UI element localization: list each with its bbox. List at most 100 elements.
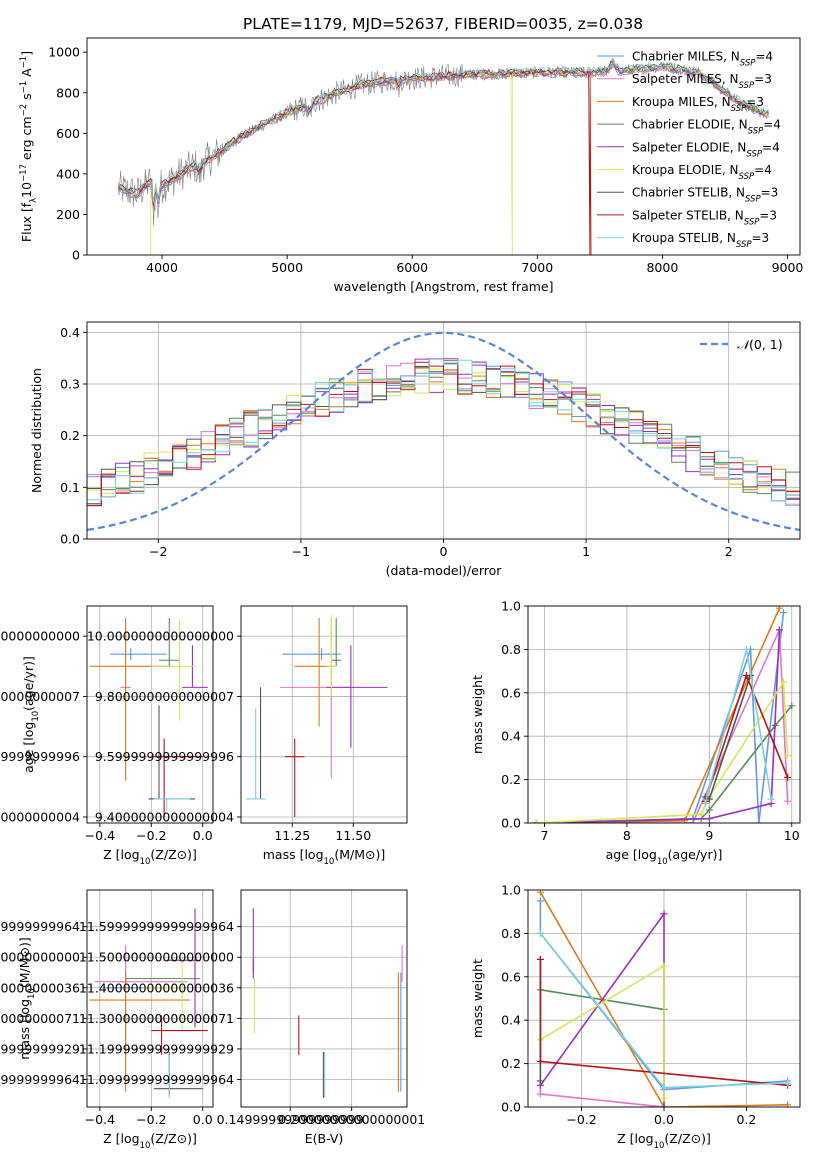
x-tick-label: 10 <box>784 828 800 843</box>
y-tick-label: 0.2 <box>501 772 521 787</box>
x-tick-label: 4000 <box>146 260 178 275</box>
panel-weight_vs_age: 7 8 9 10 0.0 0.2 0.4 0.6 0.8 1.0 age [log10(age/yr… <box>470 599 801 867</box>
legend-label: Salpeter ELODIE, NSSP=4 <box>632 140 780 159</box>
weight-marker <box>767 795 775 803</box>
x-axis-label: age [log10(age/yr)] <box>606 847 723 867</box>
x-axis-label: Z [log10(Z/Z⊙)] <box>103 847 197 867</box>
weight-marker <box>705 806 713 814</box>
y-axis-label: mass weight <box>470 959 485 1038</box>
weight-line-salpeter-elodie <box>536 629 781 823</box>
weight-marker <box>536 955 544 963</box>
y-tick-label: 1.0 <box>501 883 521 898</box>
weight-line-kroupa-miles <box>536 607 781 823</box>
y-tick-label: 0.0 <box>501 816 521 831</box>
axes-frame <box>527 605 801 824</box>
y-tick-label: 1000 <box>48 45 80 60</box>
normal-reference-curve <box>87 331 800 531</box>
y-tick-label: 0.4 <box>501 1013 521 1028</box>
y-tick-label: 0 <box>72 248 80 263</box>
weight-marker <box>784 797 792 805</box>
weight-marker <box>705 815 713 823</box>
weight-marker <box>536 1090 544 1098</box>
x-tick-label: 0 <box>440 544 448 559</box>
x-axis-label: (data-model)/error <box>386 563 503 578</box>
y-tick-label: 9.4000000000000004 <box>95 809 234 824</box>
grid-mass_vs_ebv <box>241 890 407 1107</box>
weight-marker <box>780 678 788 686</box>
y-tick-label: 11.40000000000000036 <box>79 980 234 995</box>
y-tick-label: 0.6 <box>501 969 521 984</box>
y-tick-label: 11.09999999999999964 <box>0 1072 80 1087</box>
legend-label: Chabrier STELIB, NSSP=3 <box>632 186 778 205</box>
y-tick-label: 11.40000000000000036 <box>0 980 80 995</box>
weight-marker <box>689 819 697 823</box>
x-tick-label: 5000 <box>271 260 303 275</box>
y-tick-label: 0.8 <box>501 642 521 657</box>
weight-marker <box>755 819 763 823</box>
y-tick-label: 11.50000000000000000 <box>0 950 80 965</box>
y-axis-label: Normed distribution <box>29 368 44 493</box>
x-axis-label: Z [log10(Z/Z⊙)] <box>103 1131 197 1151</box>
x-tick-label: 0.2 <box>736 1112 756 1127</box>
x-tick-label: 8000 <box>646 260 678 275</box>
x-tick-label: 1 <box>582 544 590 559</box>
weight-marker <box>775 626 783 634</box>
x-tick-label: −0.4 <box>85 828 115 843</box>
x-tick-label: 8 <box>623 828 631 843</box>
axes-frame <box>86 889 214 1108</box>
plot-area-age_vs_Z <box>89 618 208 817</box>
y-axis-label: mass weight <box>470 675 485 754</box>
y-tick-label: 9.8000000000000007 <box>95 689 234 704</box>
y-tick-label: 0.3 <box>60 377 80 392</box>
weight-marker <box>788 702 796 710</box>
y-tick-label: 11.30000000000000071 <box>0 1011 80 1026</box>
weight-marker <box>775 606 783 612</box>
panel-age_vs_mass: 11.25 11.50 9.4000000000000004 9.5999999999… <box>87 605 408 867</box>
x-tick-label: −0.4 <box>85 1112 115 1127</box>
y-tick-label: 400 <box>56 166 80 181</box>
x-tick-label: 9000 <box>772 260 804 275</box>
weight-marker <box>660 1094 668 1102</box>
hist-kroupa-stelib <box>87 358 800 507</box>
x-tick-label: 9 <box>705 828 713 843</box>
plot-area-residuals <box>87 331 800 531</box>
grid-weight_vs_age <box>528 605 800 824</box>
weight-marker <box>532 819 540 823</box>
weight-marker <box>784 773 792 781</box>
plot-area-weight_vs_age <box>532 606 796 823</box>
model-line-chabrier-stelib <box>118 60 769 204</box>
x-tick-label: 6000 <box>396 260 428 275</box>
plot-area-mass_vs_ebv <box>252 908 403 1098</box>
weight-line-kroupa-miles <box>539 891 788 1107</box>
weight-marker <box>784 1101 792 1107</box>
hist-salpeter-stelib <box>87 361 800 506</box>
legend-label: 𝒩(0, 1) <box>737 337 783 352</box>
x-tick-label: −0.2 <box>136 828 166 843</box>
x-tick-label: 0.20000000000000001 <box>278 1112 425 1127</box>
y-tick-label: 9.5999999999999996 <box>95 749 234 764</box>
y-tick-label: 11.19999999999999929 <box>79 1041 234 1056</box>
weight-marker <box>697 810 705 818</box>
y-tick-label: 0.8 <box>501 926 521 941</box>
y-tick-label: 9.8000000000000007 <box>0 689 80 704</box>
legend: Chabrier MILES, NSSP=4 Salpeter MILES, NS… <box>597 50 781 250</box>
panel-mass_vs_Z: −0.4 −0.2 0.0 11.09999999999999964 11.199999… <box>0 889 214 1151</box>
weight-line-kroupa-elodie <box>539 964 665 1099</box>
weight-marker <box>784 752 792 760</box>
legend-label: Kroupa STELIB, NSSP=3 <box>632 231 769 250</box>
y-tick-label: 1.0 <box>501 599 521 614</box>
y-tick-label: 0.0 <box>60 532 80 547</box>
plot-area-spectrum <box>117 57 770 255</box>
weight-line-chabrier-miles <box>536 612 785 823</box>
model-line-kroupa-stelib <box>118 61 769 203</box>
weight-marker <box>742 645 750 653</box>
axes-frame <box>240 605 408 824</box>
panel-residuals: −2 −1 0 1 2 0.0 0.1 0.2 0.3 0.4 𝒩(0, 1) (data-model… <box>29 321 801 578</box>
model-line-salpeter-stelib <box>117 66 592 255</box>
weight-marker <box>660 1083 668 1091</box>
weight-marker <box>536 897 544 905</box>
x-tick-label: −0.2 <box>566 1112 596 1127</box>
weight-line-kroupa-elodie <box>536 679 789 823</box>
panel-spectrum: 4000 5000 6000 7000 8000 9000 0 200 400 600 800 100… <box>19 37 804 294</box>
